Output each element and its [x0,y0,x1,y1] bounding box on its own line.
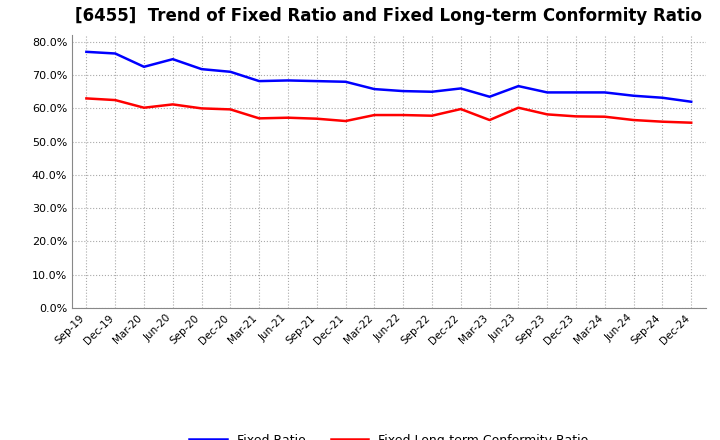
Fixed Long-term Conformity Ratio [428,113,436,118]
Fixed Ratio [399,88,408,94]
Fixed Ratio [111,51,120,56]
Fixed Long-term Conformity Ratio [543,112,552,117]
Fixed Ratio [284,78,292,83]
Fixed Long-term Conformity Ratio [255,116,264,121]
Fixed Ratio [687,99,696,104]
Fixed Long-term Conformity Ratio [341,118,350,124]
Fixed Long-term Conformity Ratio [658,119,667,125]
Line: Fixed Long-term Conformity Ratio: Fixed Long-term Conformity Ratio [86,99,691,123]
Fixed Ratio [514,84,523,89]
Fixed Long-term Conformity Ratio [111,97,120,103]
Fixed Ratio [572,90,580,95]
Fixed Ratio [456,86,465,91]
Fixed Ratio [485,94,494,99]
Fixed Long-term Conformity Ratio [629,117,638,123]
Fixed Ratio [197,66,206,72]
Fixed Long-term Conformity Ratio [197,106,206,111]
Fixed Ratio [140,64,148,70]
Fixed Long-term Conformity Ratio [399,112,408,117]
Fixed Ratio [370,86,379,92]
Fixed Long-term Conformity Ratio [600,114,609,119]
Fixed Ratio [341,79,350,84]
Fixed Ratio [629,93,638,99]
Fixed Ratio [428,89,436,95]
Fixed Long-term Conformity Ratio [82,96,91,101]
Fixed Long-term Conformity Ratio [456,106,465,112]
Fixed Ratio [312,78,321,84]
Legend: Fixed Ratio, Fixed Long-term Conformity Ratio: Fixed Ratio, Fixed Long-term Conformity … [184,429,593,440]
Fixed Long-term Conformity Ratio [226,107,235,112]
Fixed Ratio [226,69,235,74]
Fixed Ratio [658,95,667,100]
Fixed Long-term Conformity Ratio [370,112,379,117]
Fixed Ratio [255,78,264,84]
Fixed Long-term Conformity Ratio [168,102,177,107]
Fixed Long-term Conformity Ratio [572,114,580,119]
Fixed Ratio [543,90,552,95]
Fixed Long-term Conformity Ratio [284,115,292,121]
Fixed Long-term Conformity Ratio [485,117,494,123]
Fixed Long-term Conformity Ratio [514,105,523,110]
Fixed Ratio [82,49,91,55]
Fixed Long-term Conformity Ratio [140,105,148,110]
Fixed Ratio [600,90,609,95]
Title: [6455]  Trend of Fixed Ratio and Fixed Long-term Conformity Ratio: [6455] Trend of Fixed Ratio and Fixed Lo… [76,7,702,26]
Line: Fixed Ratio: Fixed Ratio [86,52,691,102]
Fixed Ratio [168,56,177,62]
Fixed Long-term Conformity Ratio [312,116,321,121]
Fixed Long-term Conformity Ratio [687,120,696,125]
